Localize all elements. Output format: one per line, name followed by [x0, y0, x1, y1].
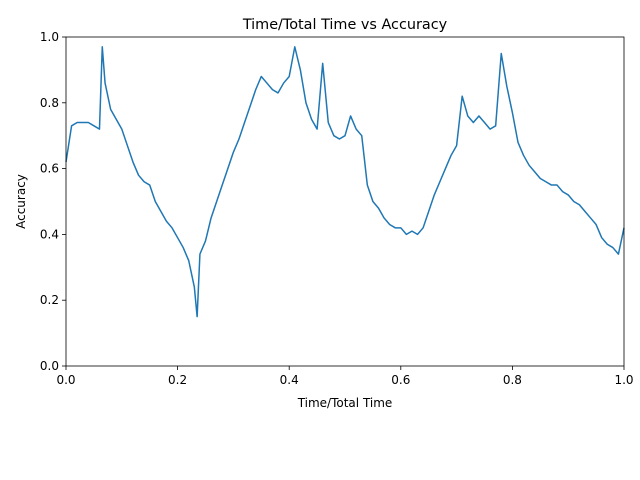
y-tick-label: 0.2 [40, 293, 59, 307]
x-tick-label: 0.4 [280, 373, 299, 387]
y-axis-label: Accuracy [14, 174, 28, 229]
y-tick-label: 0.4 [40, 227, 59, 241]
axes-frame [65, 36, 625, 367]
y-tick-label: 0.0 [40, 359, 59, 373]
x-axis-label: Time/Total Time [297, 396, 393, 410]
x-tick-label: 1.0 [614, 373, 633, 387]
x-tick-label: 0.0 [56, 373, 75, 387]
x-axis-ticks: 0.0 0.2 0.4 0.6 0.8 1.0 [56, 366, 634, 387]
plot-area [65, 46, 625, 318]
chart-title: Time/Total Time vs Accuracy [242, 17, 448, 33]
y-tick-label: 0.6 [40, 162, 59, 176]
y-axis-ticks: 0.0 0.2 0.4 0.6 0.8 1.0 [40, 30, 66, 373]
x-tick-label: 0.6 [391, 373, 410, 387]
x-tick-label: 0.8 [503, 373, 522, 387]
x-tick-label: 0.2 [168, 373, 187, 387]
series-accuracy-line [65, 46, 625, 318]
y-tick-label: 0.8 [40, 96, 59, 110]
y-tick-label: 1.0 [40, 30, 59, 44]
